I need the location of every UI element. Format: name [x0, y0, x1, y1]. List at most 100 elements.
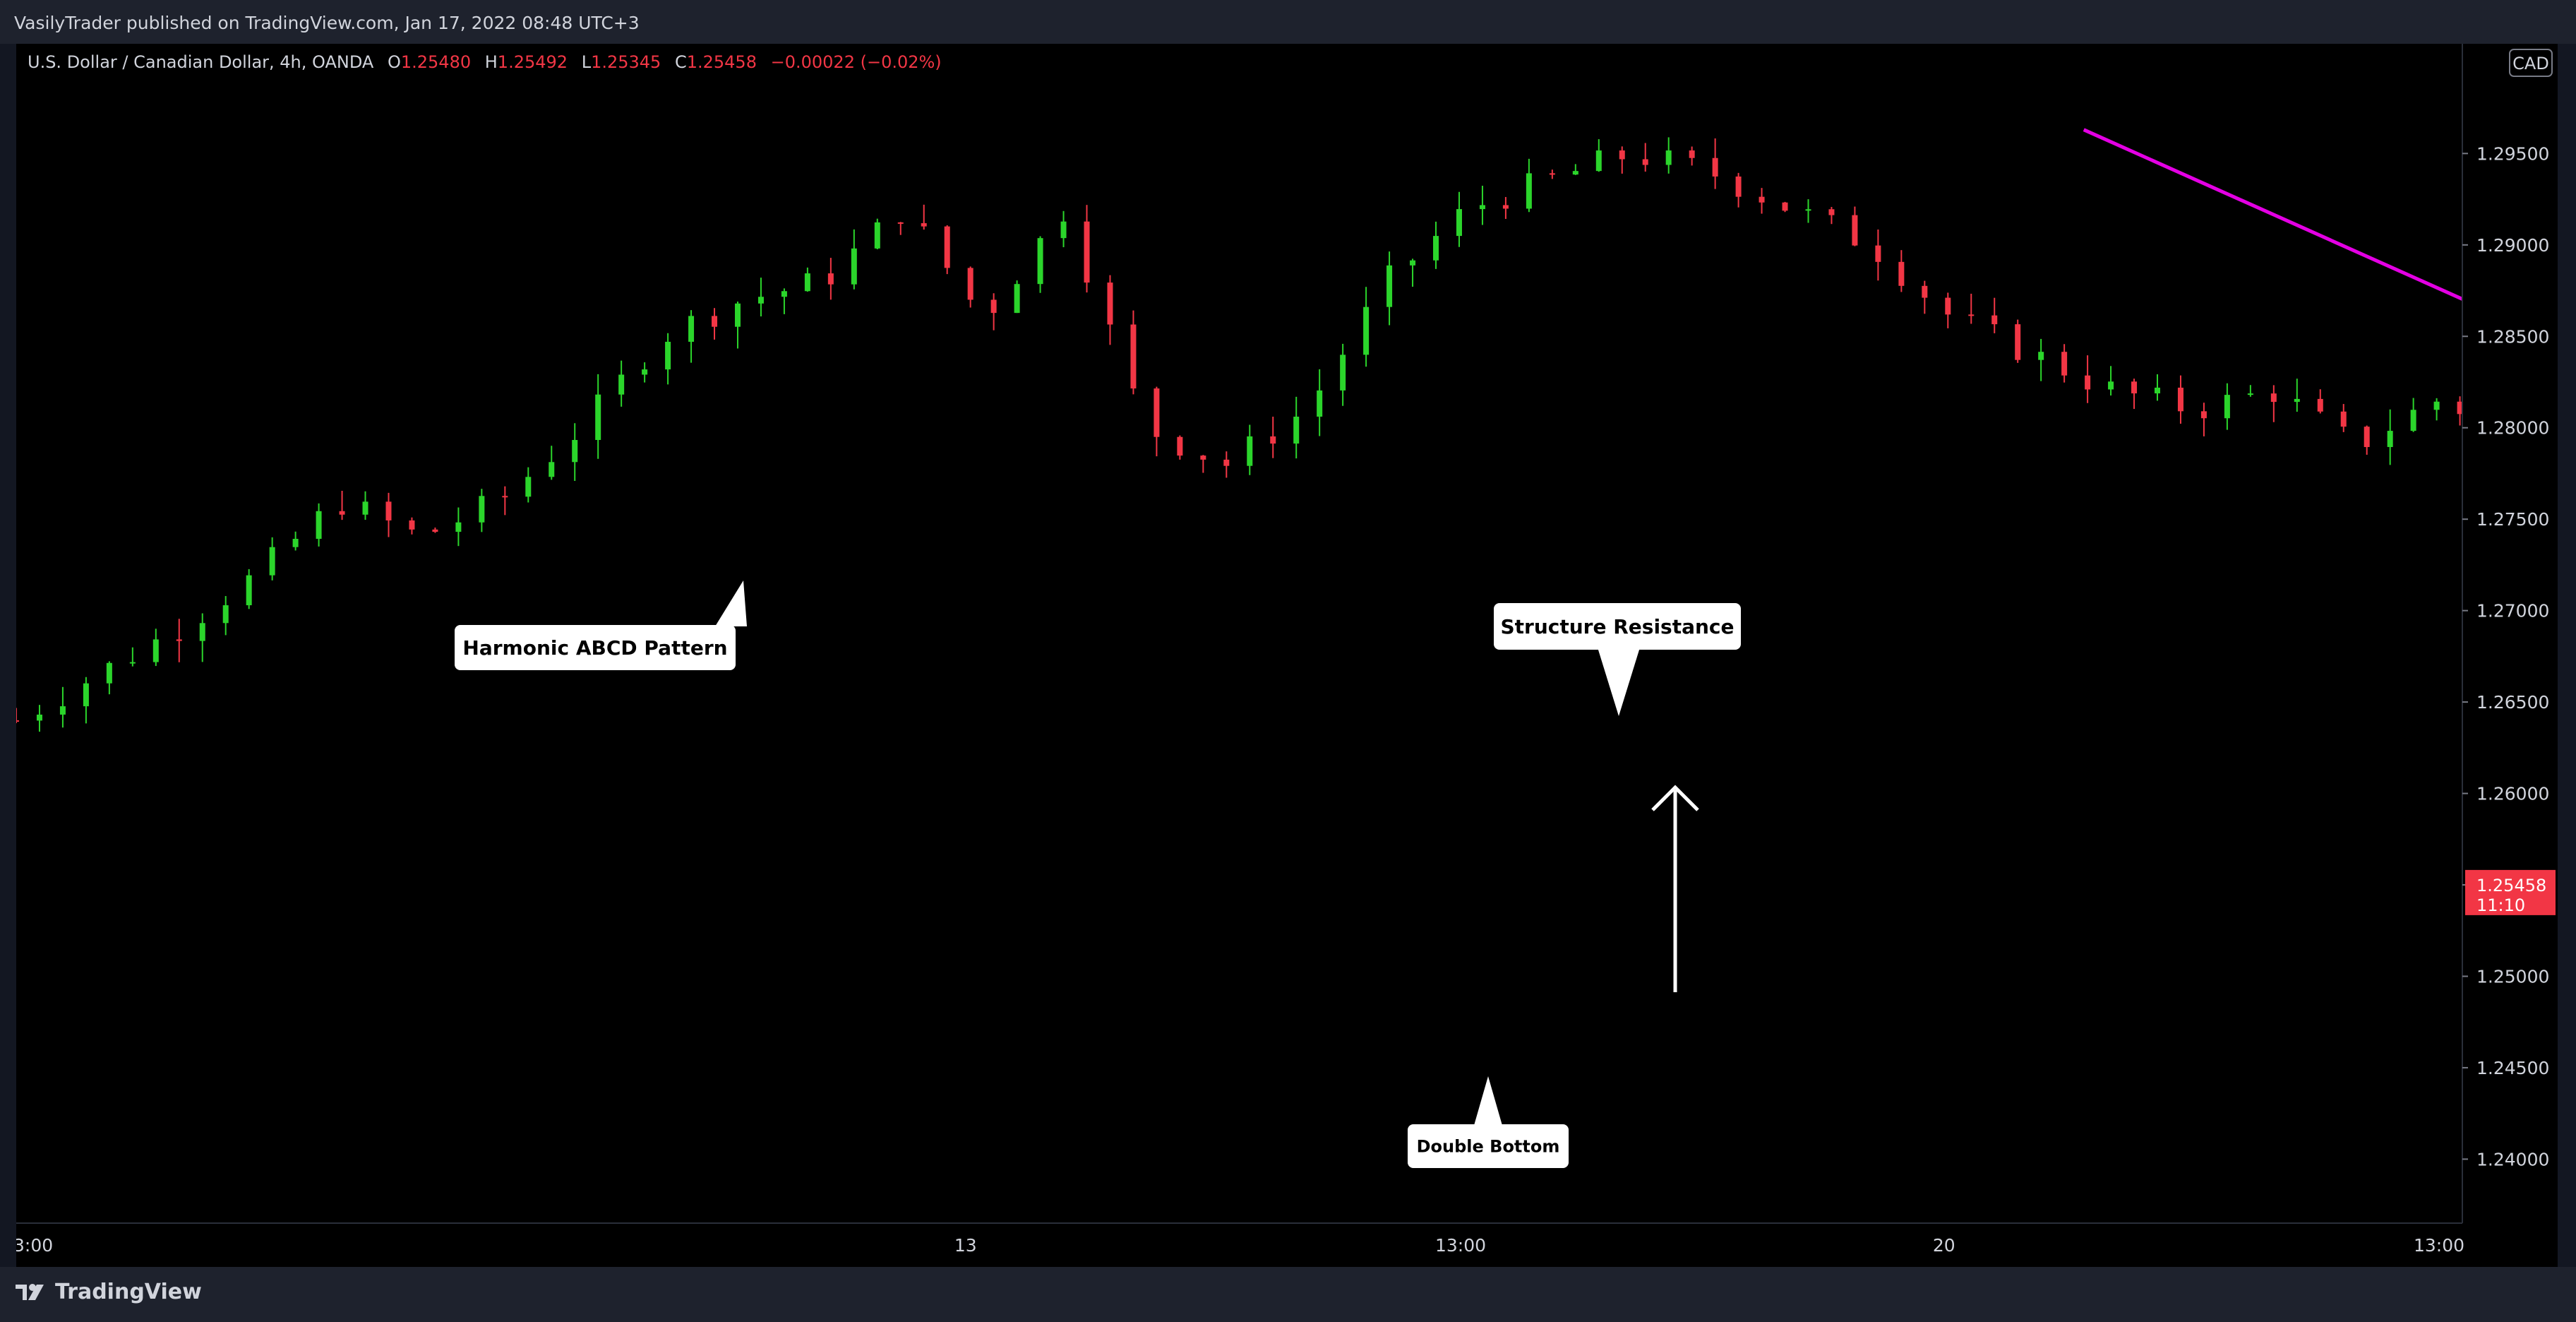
candle-body: [16, 720, 19, 722]
candle-body: [2457, 401, 2463, 415]
currency-badge: CAD: [2509, 49, 2553, 77]
candle-body: [2108, 381, 2114, 390]
candle-body: [572, 440, 578, 463]
candle-body: [36, 714, 42, 721]
resistance-callout: Structure Resistance: [1494, 603, 1741, 716]
double-bottom-callout-box: [1408, 1124, 1569, 1168]
candle-body: [2177, 387, 2183, 412]
last-price-countdown: 11:10: [2476, 895, 2525, 915]
candle-body: [525, 477, 532, 497]
candle-body: [1270, 436, 1276, 444]
candle-body: [2387, 431, 2393, 448]
double-bottom-callout: Double Bottom: [1408, 1076, 1569, 1168]
candle-body: [1782, 202, 1788, 211]
currency-badge-box: [2509, 49, 2553, 77]
candle-body: [1386, 265, 1393, 307]
currency-badge-text: CAD: [2512, 54, 2549, 73]
candle-body: [2364, 427, 2370, 448]
symbol-legend: U.S. Dollar / Canadian Dollar, 4h, OANDA…: [28, 52, 942, 72]
candle-body: [83, 683, 89, 707]
candle-body: [967, 268, 974, 300]
candle-body: [1456, 209, 1462, 237]
price-tick-label: 1.26500: [2476, 692, 2549, 713]
candle-body: [409, 520, 415, 530]
candle-body: [734, 303, 741, 327]
candle-body: [2317, 398, 2323, 412]
candle-body: [1410, 260, 1416, 266]
candle-body: [1317, 390, 1323, 417]
candle-body: [781, 291, 787, 297]
candle-body: [2340, 411, 2347, 427]
candle-body: [1177, 436, 1183, 456]
candle-body: [1223, 459, 1230, 466]
candle-body: [1340, 355, 1346, 391]
candle-body: [106, 662, 112, 684]
candle-body: [1991, 315, 1998, 325]
candle-body: [362, 501, 369, 515]
candle-body: [1735, 176, 1742, 197]
abcd-callout-text: Harmonic ABCD Pattern: [462, 636, 727, 660]
tradingview-brand[interactable]: TradingView: [16, 1280, 202, 1304]
chart-panel[interactable]: Harmonic ABCD Pattern Structure Resistanc…: [16, 44, 2558, 1267]
candle-body: [455, 522, 462, 532]
price-tick-label: 1.29500: [2476, 143, 2549, 164]
double-bottom-callout-pointer: [1473, 1076, 1503, 1128]
candle-body: [1572, 171, 1578, 175]
abcd-callout: Harmonic ABCD Pattern: [455, 580, 747, 670]
candle-body: [665, 341, 671, 370]
candle-body: [897, 222, 904, 224]
candle-body: [479, 496, 485, 523]
resistance-callout-box: [1494, 603, 1741, 650]
resistance-callout-text: Structure Resistance: [1500, 615, 1734, 638]
candle-body: [1130, 324, 1137, 389]
candle-body: [827, 273, 834, 285]
candle-body: [1665, 150, 1672, 165]
chart-canvas[interactable]: Harmonic ABCD Pattern Structure Resistanc…: [16, 44, 2558, 1267]
candle-body: [152, 639, 159, 662]
candle-body: [1828, 209, 1835, 215]
close-value: 1.25458: [686, 52, 757, 72]
candle-body: [1154, 388, 1160, 437]
candle-body: [1642, 159, 1648, 165]
candle-body: [1037, 238, 1043, 285]
candle-body: [1945, 297, 1951, 315]
publish-info-text: VasilyTrader published on TradingView.co…: [14, 13, 640, 33]
candle-body: [1433, 236, 1439, 261]
candle-body: [1293, 417, 1300, 444]
candle-body: [642, 369, 648, 375]
callouts-group: Harmonic ABCD Pattern Structure Resistanc…: [455, 580, 1741, 1168]
candle-body: [1759, 196, 1765, 203]
candle-body: [804, 273, 810, 292]
open-label: O: [387, 52, 401, 72]
candle-body: [1712, 157, 1718, 177]
abcd-callout-pointer: [715, 580, 747, 626]
candle-body: [1875, 245, 1881, 262]
publish-header: VasilyTrader published on TradingView.co…: [0, 0, 2576, 44]
candle-body: [2270, 393, 2277, 403]
change-value: −0.00022 (−0.02%): [770, 52, 942, 72]
candle-body: [269, 547, 275, 576]
candle-body: [851, 248, 857, 285]
candle-body: [2015, 324, 2021, 360]
candle-body: [2294, 398, 2300, 403]
last-price-value: 1.25458: [2476, 876, 2546, 895]
candle-body: [1549, 173, 1555, 175]
price-tick-label: 1.28500: [2476, 326, 2549, 347]
candle-body: [2247, 393, 2253, 395]
candle-body: [129, 662, 136, 664]
tradingview-logo-icon: [16, 1283, 44, 1300]
candle-body: [176, 639, 182, 641]
candle-body: [2155, 387, 2160, 394]
candle-body: [432, 529, 438, 532]
candle-body: [595, 394, 601, 441]
price-tick-label: 1.25000: [2476, 966, 2549, 987]
candle-body: [292, 539, 299, 547]
price-tick-label: 1.27000: [2476, 601, 2549, 621]
time-tick-label: 13:00: [1435, 1235, 1486, 1256]
abcd-callout-box: [455, 625, 736, 670]
price-tick-label: 1.29000: [2476, 235, 2549, 256]
candle-body: [2061, 352, 2068, 376]
candle-body: [2200, 411, 2207, 419]
candle-body: [1852, 215, 1858, 246]
